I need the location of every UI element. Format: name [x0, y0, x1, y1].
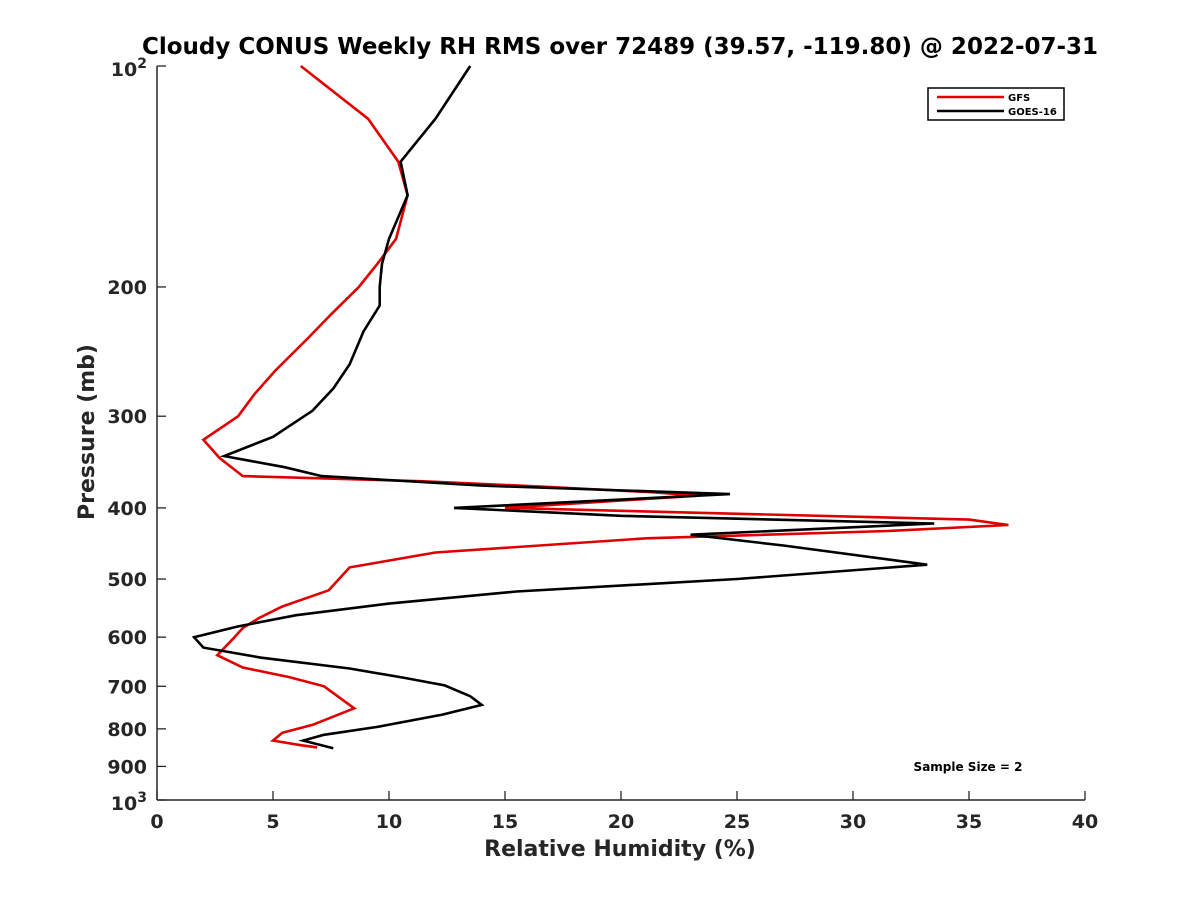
x-tick-label: 40 [1072, 811, 1098, 833]
y-tick-label: 103 [111, 790, 147, 815]
sample-size-annotation: Sample Size = 2 [914, 760, 1023, 774]
x-tick-label: 0 [150, 811, 163, 833]
series-lines [191, 64, 1009, 750]
legend: GFS GOES-16 [927, 87, 1065, 121]
y-tick-label: 400 [107, 498, 147, 520]
y-tick-label: 500 [107, 569, 147, 591]
y-tick-label: 200 [107, 277, 147, 299]
x-tick-label: 15 [492, 811, 518, 833]
x-tick-label: 5 [266, 811, 279, 833]
x-tick-label: 30 [840, 811, 866, 833]
y-axis-ticks: 102 200 300 400 500 600 700 800 900 103 [107, 56, 166, 815]
x-tick-label: 20 [608, 811, 634, 833]
legend-label-gfs: GFS [1008, 93, 1030, 104]
x-axis-ticks: 0 5 10 15 20 25 30 35 40 [150, 791, 1098, 833]
y-tick-label: 700 [107, 676, 147, 698]
legend-label-goes-16: GOES-16 [1008, 107, 1057, 118]
x-tick-label: 10 [376, 811, 402, 833]
x-axis-label: Relative Humidity (%) [484, 837, 756, 862]
y-tick-label: 900 [107, 756, 147, 778]
y-tick-label: 600 [107, 627, 147, 649]
y-tick-label: 800 [107, 719, 147, 741]
series-line-goes-16 [191, 65, 935, 750]
y-axis-label: Pressure (mb) [75, 344, 100, 520]
x-tick-label: 35 [956, 811, 982, 833]
y-tick-label: 102 [111, 56, 147, 81]
chart-title: Cloudy CONUS Weekly RH RMS over 72489 (3… [142, 34, 1098, 60]
plot-frame [156, 66, 1085, 801]
series-line-gfs [201, 64, 1009, 749]
y-tick-label: 300 [107, 406, 147, 428]
legend-box [927, 87, 1065, 121]
x-tick-label: 25 [724, 811, 750, 833]
